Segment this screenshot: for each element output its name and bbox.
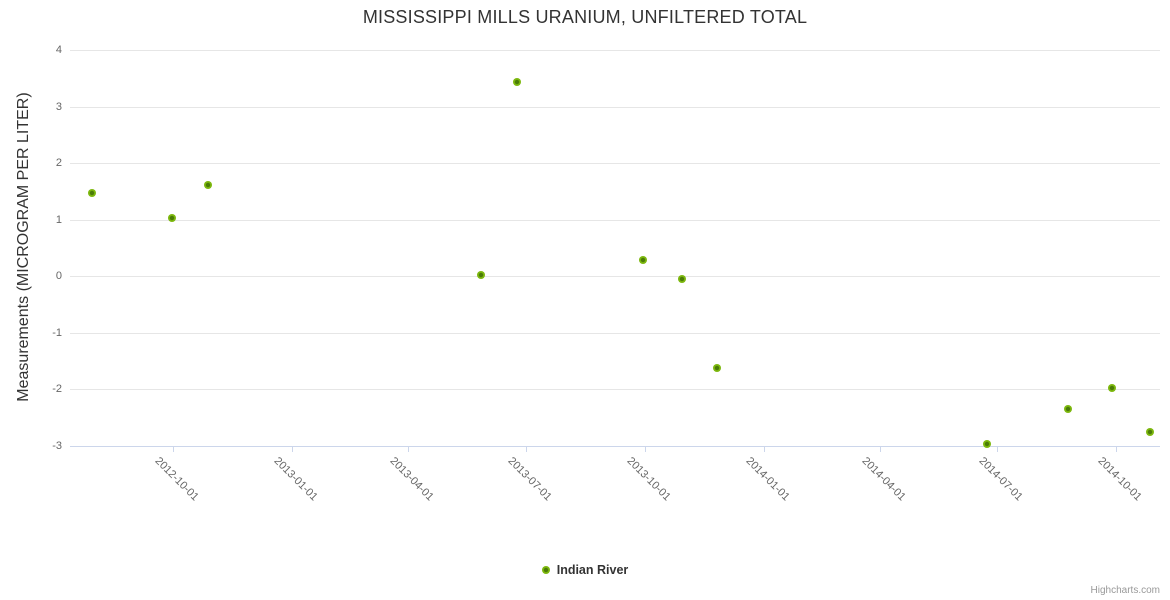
x-tick-2013-04-01 [408, 447, 410, 452]
x-tick-2013-10-01 [644, 447, 646, 452]
data-point-indian-river-2013-10-30[interactable] [678, 274, 687, 283]
x-tick-label-2013-07-01: 2013-07-01 [505, 455, 554, 504]
x-tick-2014-10-01 [1116, 447, 1118, 452]
data-point-indian-river-2014-09-28[interactable] [1108, 384, 1117, 393]
data-point-indian-river-2013-05-27[interactable] [476, 270, 485, 279]
chart-title: MISSISSIPPI MILLS URANIUM, UNFILTERED TO… [362, 7, 808, 27]
x-tick-2014-01-01 [763, 447, 765, 452]
x-tick-label-2014-04-01: 2014-04-01 [859, 455, 908, 504]
gridline-y-3 [70, 106, 1160, 108]
gridline-y-4 [70, 50, 1160, 51]
legend-item-indian-river[interactable]: Indian River [541, 563, 629, 577]
data-point-indian-river-2013-11-26[interactable] [713, 363, 722, 372]
y-tick-label--1: -1 [52, 326, 62, 339]
x-tick-2013-01-01 [292, 447, 294, 452]
series-marker-icon [541, 566, 550, 574]
data-point-indian-river-2014-06-23[interactable] [982, 440, 991, 449]
x-tick-2014-07-01 [997, 447, 999, 452]
data-point-indian-river-2014-10-27[interactable] [1145, 427, 1154, 436]
x-tick-label-2014-10-01: 2014-10-01 [1095, 455, 1144, 504]
y-tick-label-2: 2 [55, 157, 62, 170]
legend: Indian River [0, 563, 1170, 577]
x-tick-label-2012-10-01: 2012-10-01 [152, 455, 202, 504]
data-point-indian-river-2014-08-25[interactable] [1064, 404, 1073, 413]
x-tick-2014-04-01 [879, 447, 881, 452]
y-tick-label--2: -2 [52, 383, 62, 396]
plot-area [70, 50, 1160, 447]
data-point-indian-river-2013-06-24[interactable] [512, 77, 521, 86]
gridline-y--1 [70, 332, 1160, 334]
x-tick-2013-07-01 [525, 447, 527, 452]
gridline-y--2 [70, 389, 1160, 391]
gridline-y-0 [70, 276, 1160, 278]
x-tick-label-2013-04-01: 2013-04-01 [387, 455, 437, 504]
y-tick-label-3: 3 [55, 100, 62, 113]
gridline-y-2 [70, 163, 1160, 165]
legend-label: Indian River [556, 563, 629, 577]
y-tick-label--3: -3 [52, 440, 62, 452]
gridline-y-1 [70, 219, 1160, 221]
x-axis-line [70, 446, 1160, 447]
x-tick-label-2013-10-01: 2013-10-01 [624, 455, 673, 504]
x-tick-2012-10-01 [173, 447, 175, 452]
y-tick-label-1: 1 [55, 213, 62, 226]
data-point-indian-river-2012-10-28[interactable] [204, 181, 213, 190]
y-tick-label-4: 4 [55, 44, 62, 56]
data-point-indian-river-2012-09-30[interactable] [168, 214, 177, 223]
y-tick-label-0: 0 [55, 270, 62, 283]
data-point-indian-river-2013-09-30[interactable] [639, 256, 648, 265]
y-axis-title: Measurements (MICROGRAM PER LITER) [15, 92, 32, 402]
x-tick-label-2014-01-01: 2014-01-01 [743, 455, 792, 504]
x-tick-label-2014-07-01: 2014-07-01 [976, 455, 1026, 504]
data-point-indian-river-2012-07-30[interactable] [87, 188, 96, 197]
x-tick-label-2013-01-01: 2013-01-01 [271, 455, 320, 504]
highcharts-credit-link[interactable]: Highcharts.com [1090, 585, 1160, 596]
